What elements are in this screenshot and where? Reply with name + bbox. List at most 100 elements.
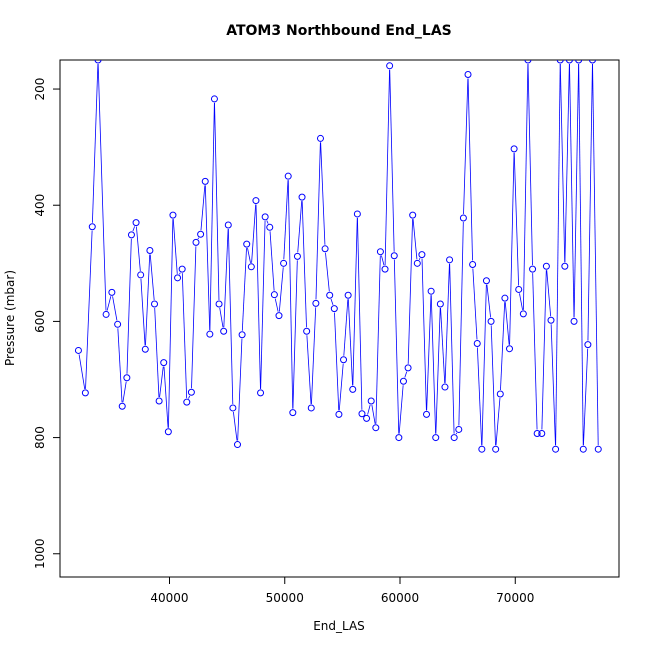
series-line-segment: [573, 63, 579, 318]
data-point: [261, 213, 269, 221]
series-line-segment: [315, 142, 321, 300]
series-line-segment: [163, 366, 169, 428]
data-point: [594, 445, 602, 453]
data-point: [386, 62, 394, 70]
series-line-segment: [251, 204, 257, 263]
data-point: [183, 398, 191, 406]
data-point: [584, 341, 592, 349]
data-point: [127, 231, 135, 239]
series-line-segment: [232, 411, 238, 441]
data-point: [151, 300, 159, 308]
x-tick-label: 40000: [150, 591, 188, 605]
data-point: [565, 60, 573, 64]
data-point: [547, 316, 555, 324]
data-point: [146, 247, 154, 255]
series-line-segment: [587, 63, 593, 341]
series-line-segment: [97, 63, 107, 311]
data-point: [390, 252, 398, 260]
series-line-segment: [325, 252, 330, 292]
data-point: [404, 364, 412, 372]
data-point: [197, 230, 205, 238]
series-line-segment: [255, 204, 261, 389]
data-point: [367, 397, 375, 405]
series-line-segment: [306, 335, 312, 404]
series-line-segment: [85, 230, 93, 389]
data-point: [280, 259, 288, 267]
plot-area: [74, 60, 602, 453]
series-line-segment: [159, 366, 164, 398]
data-point: [399, 377, 407, 385]
data-point: [137, 271, 145, 279]
data-point: [108, 288, 116, 296]
data-point: [206, 330, 214, 338]
series-line-segment: [274, 298, 279, 312]
data-point: [450, 434, 458, 442]
series-line-segment: [136, 226, 141, 271]
data-point: [298, 193, 306, 201]
series-line-segment: [367, 404, 371, 415]
series-line-segment: [287, 180, 294, 409]
series-line-segment: [126, 238, 132, 374]
series-line-segment: [168, 219, 174, 428]
series-line-segment: [343, 299, 349, 356]
series-line-segment: [106, 296, 112, 311]
data-point: [307, 404, 315, 412]
data-point: [330, 305, 338, 313]
data-point: [266, 223, 274, 231]
data-point: [118, 402, 126, 410]
series-line-segment: [404, 371, 408, 378]
series-line-segment: [500, 302, 506, 391]
data-point: [482, 277, 490, 285]
data-point: [238, 331, 246, 339]
series-line-segment: [381, 255, 385, 266]
data-point: [353, 210, 361, 218]
series-line-segment: [426, 295, 432, 411]
data-point: [506, 345, 514, 353]
data-point: [372, 424, 380, 432]
data-point: [224, 221, 232, 229]
data-point: [552, 445, 560, 453]
series-line-segment: [541, 270, 547, 430]
series-line-segment: [237, 338, 243, 441]
series-line-segment: [550, 324, 556, 446]
series-line-segment: [486, 284, 492, 318]
series-line-segment: [117, 328, 123, 403]
series-line-segment: [241, 248, 247, 331]
series-line-segment: [559, 63, 566, 263]
series-line-segment: [421, 258, 427, 411]
series-line-segment: [301, 201, 307, 328]
data-point: [418, 251, 426, 259]
data-point: [575, 60, 583, 64]
data-point: [252, 197, 260, 205]
data-point: [409, 211, 417, 219]
series-line-segment: [334, 312, 340, 411]
series-line-segment: [455, 432, 458, 435]
data-point: [201, 177, 209, 185]
data-point: [556, 60, 564, 64]
series-line-segment: [371, 404, 376, 424]
data-point: [174, 274, 182, 282]
series-line-segment: [145, 254, 151, 346]
series-line-segment: [338, 363, 344, 411]
y-axis-label: Pressure (mbar): [3, 270, 17, 366]
data-point: [326, 291, 334, 299]
series-line-segment: [132, 226, 136, 232]
series-line-segment: [555, 63, 561, 446]
series-line-segment: [477, 347, 483, 446]
series-line-segment: [297, 201, 303, 253]
data-point: [247, 263, 255, 271]
y-tick-label: 800: [33, 426, 47, 449]
series-line-segment: [412, 219, 418, 260]
data-point: [275, 312, 283, 320]
series-line-segment: [292, 260, 298, 409]
data-point: [588, 60, 596, 64]
series-line-segment: [154, 307, 160, 398]
series-line-segment: [278, 267, 284, 312]
series-line-segment: [172, 219, 178, 274]
data-point: [487, 317, 495, 325]
data-point: [519, 310, 527, 318]
data-point: [215, 300, 223, 308]
data-point: [284, 172, 292, 180]
series-line-segment: [418, 257, 421, 260]
